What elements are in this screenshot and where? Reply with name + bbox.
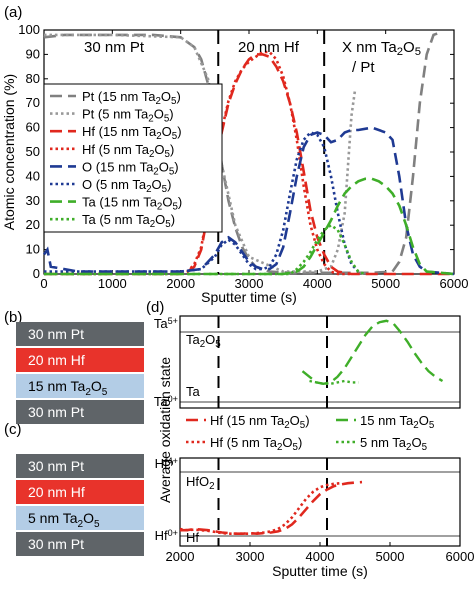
x-tick-label: 1000 (98, 276, 127, 291)
x-tick-label: 5000 (376, 549, 405, 564)
legend-label: O (5 nm Ta2O5) (82, 177, 171, 195)
legend-label: Pt (5 nm Ta2O5) (82, 107, 174, 125)
y-axis-title: Average oxidation state (157, 357, 173, 503)
x-axis-title: Sputter time (s) (272, 563, 368, 579)
x-tick-label: 4000 (303, 276, 332, 291)
y-level-label: Ta5+ (154, 316, 178, 331)
panel-label-a: (a) (4, 4, 22, 21)
x-tick-label: 3000 (236, 549, 265, 564)
stack-layer: 30 nm Pt (16, 400, 144, 424)
x-tick-label: 2000 (166, 276, 195, 291)
region-label: 30 nm Pt (84, 39, 145, 56)
legend-label: Hf (5 nm Ta2O5) (82, 142, 174, 160)
y-tick-label: 60 (26, 120, 40, 135)
legend-label: Ta (5 nm Ta2O5) (82, 212, 175, 230)
panel-label-c: (c) (4, 421, 22, 438)
series-line (42, 126, 455, 276)
stack-layer: 20 nm Hf (16, 348, 144, 372)
reference-label: Ta (186, 384, 201, 399)
y-tick-label: 40 (26, 168, 40, 183)
y-tick-label: 90 (26, 46, 40, 61)
x-tick-label: 2000 (166, 549, 195, 564)
legend-label: Ta (15 nm Ta2O5) (82, 195, 182, 213)
y-level-label: Ta0+ (154, 394, 178, 409)
x-tick-label: 0 (40, 276, 47, 291)
legend-label: Hf (5 nm Ta2O5) (210, 435, 302, 453)
legend-label: Hf (15 nm Ta2O5) (82, 124, 182, 142)
y-tick-label: 70 (26, 95, 40, 110)
legend-label: 15 nm Ta2O5 (360, 413, 435, 431)
series-line (44, 177, 455, 276)
legend-label: O (15 nm Ta2O5) (82, 159, 179, 177)
x-tick-label: 6000 (446, 549, 474, 564)
y-tick-label: 10 (26, 242, 40, 257)
panel-label-b: (b) (4, 309, 22, 326)
y-tick-label: 80 (26, 71, 40, 86)
y-tick-label: 100 (18, 22, 40, 37)
reference-label: HfO2 (186, 474, 215, 492)
series-line (180, 480, 363, 536)
x-axis-title: Sputter time (s) (201, 289, 297, 305)
series-line (44, 53, 454, 276)
region-label: 20 nm Hf (238, 39, 300, 56)
legend-label: Pt (15 nm Ta2O5) (82, 89, 181, 107)
y-tick-label: 20 (26, 217, 40, 232)
stack-layer: 5 nm Ta2O5 (16, 506, 144, 530)
region-label: X nm Ta2O5 (342, 39, 421, 58)
stack-layer: 20 nm Hf (16, 480, 144, 504)
layer-stack-c: 30 nm Pt 20 nm Hf 5 nm Ta2O5 30 nm Pt (16, 454, 144, 558)
region-label: / Pt (352, 59, 375, 76)
x-tick-label: 3000 (235, 276, 264, 291)
legend-label: 5 nm Ta2O5 (360, 435, 428, 453)
y-tick-label: 0 (33, 266, 40, 281)
plot-d-bottom-frame (179, 457, 461, 547)
plot-d-bottom: Hf4+ Hf0+ HfO2 Hf 2000 3000 4000 5000 6000 Sputte… (155, 357, 474, 579)
x-tick-label: 4000 (306, 549, 335, 564)
reference-label: Hf (186, 530, 199, 545)
plot-d-top-frame (179, 315, 461, 409)
x-tick-label: 6000 (440, 276, 469, 291)
stack-layer: 30 nm Pt (16, 532, 144, 556)
stack-layer: 30 nm Pt (16, 454, 144, 478)
y-level-label: Hf4+ (155, 456, 178, 471)
x-tick-label: 5000 (371, 276, 400, 291)
series-line (44, 223, 366, 276)
series-line (44, 50, 352, 276)
plot-d-top: Ta5+Ta0+Ta2O5TaHf (15 nm Ta2O5)15 nm Ta2… (154, 315, 461, 453)
series-line (44, 130, 360, 273)
legend-label: Hf (15 nm Ta2O5) (210, 413, 310, 431)
y-tick-label: 50 (26, 144, 40, 159)
stack-layer: 30 nm Pt (16, 322, 144, 346)
layer-stack-b: 30 nm Pt 20 nm Hf 15 nm Ta2O5 30 nm Pt (16, 322, 144, 426)
stack-layer: 15 nm Ta2O5 (16, 374, 144, 398)
panel-label-d: (d) (146, 299, 164, 316)
series-line (44, 33, 357, 273)
legend-box (43, 83, 223, 233)
y-tick-label: 30 (26, 193, 40, 208)
y-axis-title: Atomic concentration (%) (1, 74, 17, 230)
y-level-label: Hf0+ (155, 528, 178, 543)
